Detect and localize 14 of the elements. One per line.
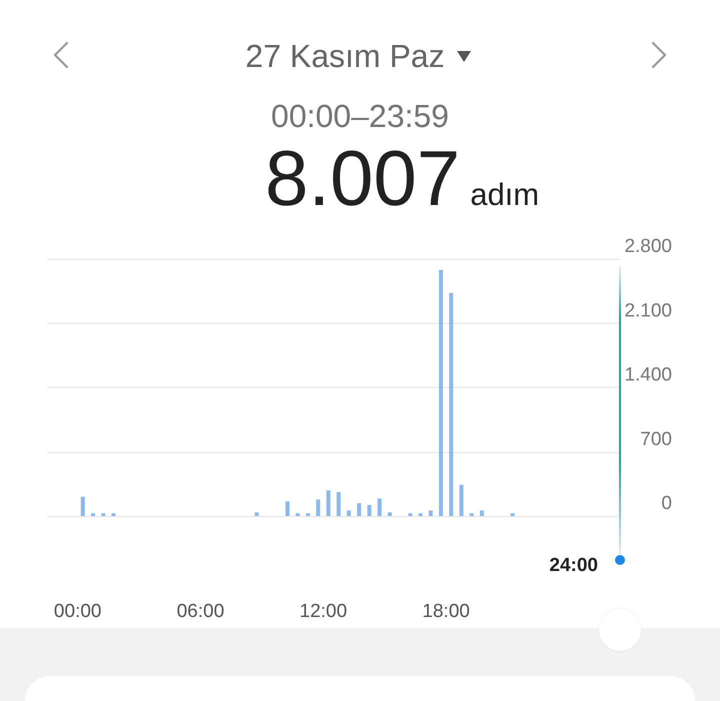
y-tick-label: 0	[661, 493, 672, 514]
y-tick-label: 700	[640, 428, 672, 450]
x-tick-label: 18:00	[422, 601, 470, 622]
text: 24:00	[549, 555, 598, 577]
y-tick-label: 1.400	[624, 364, 672, 386]
chart-title: 27 Kasım Paz	[245, 37, 445, 76]
x-tick-label: 12:00	[299, 601, 348, 622]
chart-subtitle: 00:00–23:59	[270, 97, 450, 136]
x-tick-label: 00:00	[54, 601, 102, 622]
text: 8.007	[265, 134, 460, 222]
y-tick-label: 2.800	[624, 236, 672, 257]
text: adım	[470, 177, 540, 212]
x-tick-label: 06:00	[176, 601, 224, 622]
y-tick-label: 2.100	[624, 300, 672, 322]
